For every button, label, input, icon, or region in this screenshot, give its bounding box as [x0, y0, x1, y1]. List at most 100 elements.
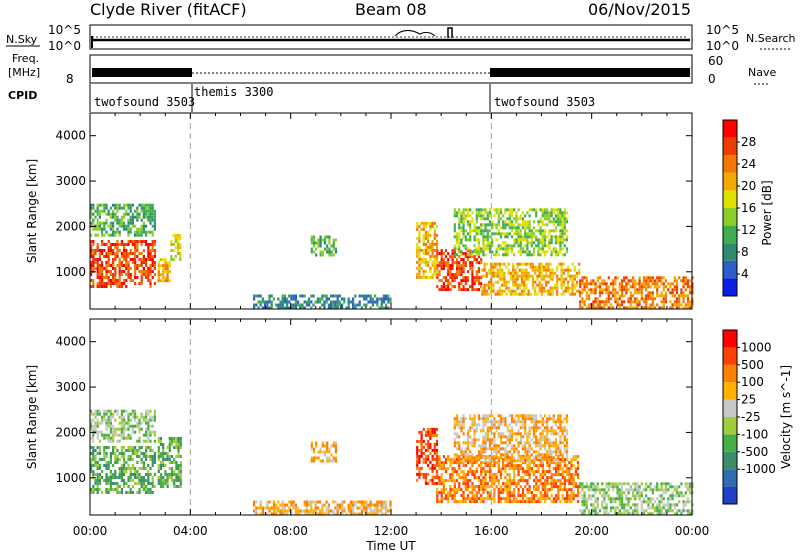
power-colorbar-segment	[723, 172, 737, 191]
cpid-segment-1: twofsound 3503	[94, 95, 195, 109]
power-echo-region	[310, 235, 338, 257]
velocity-colorbar-segment	[723, 347, 737, 365]
x-tick-label: 00:00	[675, 524, 710, 538]
power-colorbar-segment	[723, 208, 737, 226]
cpid-segment-2: themis 3300	[194, 85, 273, 99]
velocity-colorbar-tick-label: 1000	[741, 340, 772, 354]
power-colorbar-segment	[723, 120, 737, 138]
velocity-echo-region	[90, 446, 156, 494]
power-colorbar-label: Power [dB]	[760, 180, 774, 245]
velocity-echo-region	[579, 482, 694, 516]
station-title: Clyde River (fitACF)	[90, 0, 247, 19]
x-tick-label: 12:00	[374, 524, 409, 538]
power-colorbar-segment	[723, 155, 737, 173]
cpid-strip: CPID twofsound 3503 themis 3300 twofsoun…	[8, 84, 595, 112]
velocity-colorbar-tick-label: -500	[741, 445, 768, 459]
velocity-ylabel: Slant Range [km]	[25, 365, 39, 469]
x-axis-label: Time UT	[365, 539, 416, 553]
power-panel: Slant Range [km] 1000 2000 3000 4000	[25, 112, 694, 310]
nsky-tick-high: 10^5	[48, 23, 81, 37]
power-colorbar-segment	[723, 225, 737, 244]
velocity-colorbar-tick-label: -25	[741, 410, 761, 424]
power-colorbar-tick-label: 28	[741, 135, 756, 149]
velocity-colorbar-segment	[723, 451, 737, 470]
freq-label-2: [MHz]	[8, 66, 40, 79]
velocity-echo-region	[90, 409, 156, 443]
velocity-echo-region	[253, 500, 392, 516]
velocity-colorbar-tick-label: -1000	[741, 462, 776, 476]
x-tick-label: 08:00	[273, 524, 308, 538]
power-ytick-label: 1000	[55, 265, 86, 279]
velocity-colorbar-segment	[723, 417, 737, 435]
nsky-tick-low: 10^0	[48, 39, 81, 53]
velocity-colorbar-segment	[723, 469, 737, 487]
power-echo-region	[416, 221, 439, 279]
power-echo-region	[90, 240, 156, 288]
power-colorbar-tick-label: 4	[741, 267, 749, 281]
power-ytick-label: 3000	[55, 174, 86, 188]
velocity-colorbar-label: Velocity [m s^-1]	[779, 365, 793, 469]
power-colorbar-segment	[723, 137, 737, 156]
power-echo-region	[170, 234, 182, 261]
power-colorbar-tick-label: 8	[741, 245, 749, 259]
power-ylabel: Slant Range [km]	[25, 159, 39, 263]
velocity-ytick-label: 4000	[55, 335, 86, 349]
nave-tick-60: 60	[708, 54, 723, 68]
cpid-segment-3: twofsound 3503	[494, 95, 595, 109]
power-echo-region	[157, 258, 171, 283]
power-ytick-label: 4000	[55, 129, 86, 143]
velocity-echo-region	[310, 441, 338, 463]
power-colorbar-segment	[723, 190, 737, 208]
velocity-echo-region	[416, 427, 439, 485]
power-colorbar-tick-label: 20	[741, 179, 756, 193]
nsearch-tick-high: 10^5	[706, 23, 739, 37]
velocity-colorbar-segment	[723, 382, 737, 400]
velocity-colorbar: Velocity [m s^-1] 1000 500 100 25 -25 -100 -50…	[722, 329, 793, 505]
velocity-colorbar-segment	[723, 399, 737, 417]
velocity-colorbar-segment	[723, 330, 737, 348]
velocity-ytick-label: 3000	[55, 380, 86, 394]
freq-label-1: Freq.	[12, 52, 39, 65]
nsearch-tick-low: 10^0	[706, 39, 739, 53]
beam-title: Beam 08	[355, 0, 427, 19]
velocity-echo-region	[453, 414, 569, 463]
power-echo-region	[579, 276, 694, 310]
velocity-colorbar-segment	[723, 434, 737, 452]
freq-tick-8: 8	[66, 72, 74, 86]
x-tick-label: 20:00	[574, 524, 609, 538]
nsearch-label: N.Search	[746, 32, 796, 45]
power-echo-region	[481, 262, 581, 296]
velocity-colorbar-tick-label: 25	[741, 393, 756, 407]
nsky-panel: N.Sky 10^5 10^0 10^5 10^0 N.Search	[6, 23, 796, 53]
velocity-echoes	[90, 409, 694, 516]
nsky-label: N.Sky	[6, 33, 38, 46]
power-echo-region	[453, 208, 569, 257]
freq-nave-panel: Freq. [MHz] 8 60 0 Nave	[8, 52, 776, 86]
x-tick-label: 16:00	[474, 524, 509, 538]
nave-tick-0: 0	[708, 72, 716, 86]
power-echo-region	[436, 249, 483, 292]
velocity-ytick-label: 2000	[55, 425, 86, 439]
velocity-echo-region	[157, 437, 182, 488]
x-tick-label: 00:00	[73, 524, 108, 538]
x-tick-label: 04:00	[173, 524, 208, 538]
power-colorbar-tick-label: 24	[741, 157, 756, 171]
velocity-colorbar-tick-label: -100	[741, 427, 768, 441]
date-title: 06/Nov/2015	[588, 0, 691, 19]
power-colorbar-tick-label: 16	[741, 201, 756, 215]
nave-label: Nave	[748, 66, 776, 79]
velocity-echo-region	[436, 455, 580, 504]
velocity-ytick-label: 1000	[55, 471, 86, 485]
power-colorbar-segment	[723, 278, 737, 296]
velocity-colorbar-segment	[723, 486, 737, 504]
cpid-label: CPID	[8, 89, 37, 102]
velocity-colorbar-segment	[723, 364, 737, 383]
velocity-panel: Slant Range [km] 1000 2000 3000 4000	[25, 318, 694, 516]
velocity-colorbar-tick-label: 500	[741, 358, 764, 372]
power-ytick-label: 2000	[55, 219, 86, 233]
power-colorbar: Power [dB] 4 8 12 16 20 24 28	[722, 119, 774, 297]
velocity-colorbar-tick-label: 100	[741, 375, 764, 389]
power-colorbar-segment	[723, 260, 737, 279]
power-echoes	[90, 203, 694, 310]
